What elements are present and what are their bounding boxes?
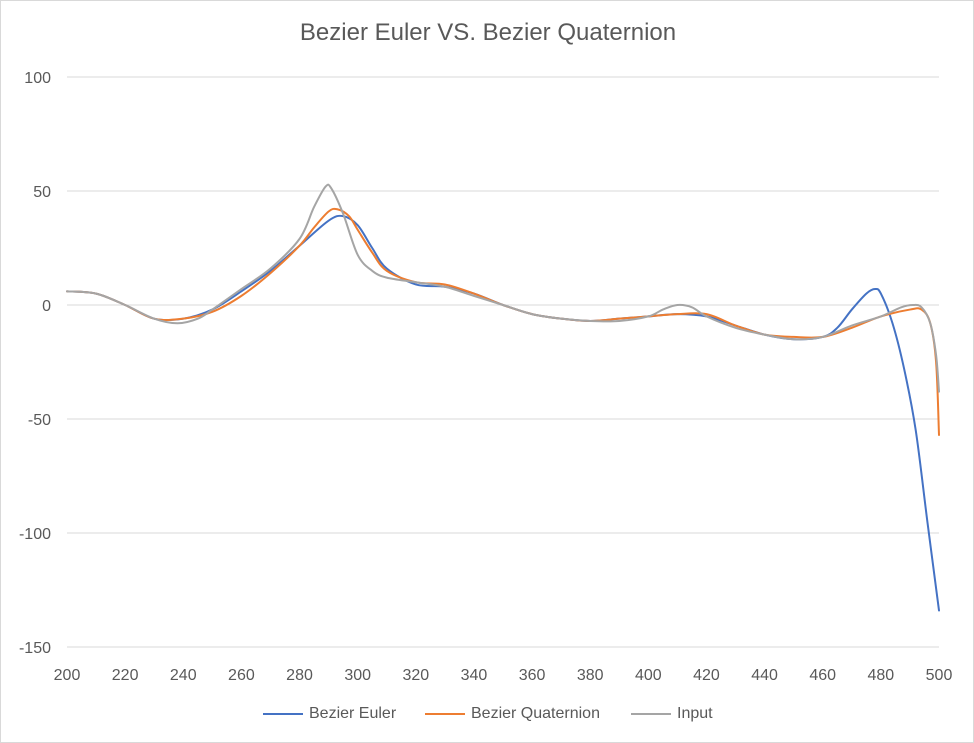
legend-item: Input [631, 702, 713, 726]
x-tick-label: 400 [635, 667, 662, 684]
x-tick-label: 200 [54, 667, 81, 684]
legend-swatch [263, 713, 303, 715]
x-tick-label: 380 [577, 667, 604, 684]
y-tick-label: -50 [28, 412, 51, 429]
x-tick-label: 480 [868, 667, 895, 684]
x-tick-label: 420 [693, 667, 720, 684]
x-tick-label: 220 [112, 667, 139, 684]
x-tick-label: 340 [461, 667, 488, 684]
x-tick-label: 460 [809, 667, 836, 684]
legend-swatch [631, 713, 671, 715]
gridlines [67, 76, 939, 648]
series-line-bezier-quaternion [66, 207, 940, 436]
legend: Bezier Euler Bezier Quaternion Input [1, 702, 974, 726]
series-line-input [66, 183, 940, 393]
x-tick-label: 360 [519, 667, 546, 684]
series-lines [66, 183, 940, 612]
legend-item: Bezier Euler [263, 702, 396, 726]
series-line-bezier-euler [66, 214, 940, 612]
legend-label: Bezier Quaternion [471, 705, 600, 722]
y-tick-label: -100 [19, 526, 51, 543]
y-tick-label: -150 [19, 640, 51, 657]
x-tick-label: 320 [402, 667, 429, 684]
x-tick-label: 500 [926, 667, 953, 684]
y-tick-label: 100 [24, 70, 51, 87]
legend-label: Input [677, 705, 713, 722]
legend-label: Bezier Euler [309, 705, 397, 722]
y-tick-label: 0 [42, 298, 51, 315]
legend-swatch [425, 713, 465, 715]
x-tick-label: 240 [170, 667, 197, 684]
chart-title: Bezier Euler VS. Bezier Quaternion [299, 19, 677, 46]
legend-item: Bezier Quaternion [425, 702, 600, 726]
x-tick-label: 280 [286, 667, 313, 684]
x-tick-label: 260 [228, 667, 255, 684]
x-tick-label: 440 [751, 667, 778, 684]
y-tick-label: 50 [33, 184, 51, 201]
x-tick-label: 300 [344, 667, 371, 684]
